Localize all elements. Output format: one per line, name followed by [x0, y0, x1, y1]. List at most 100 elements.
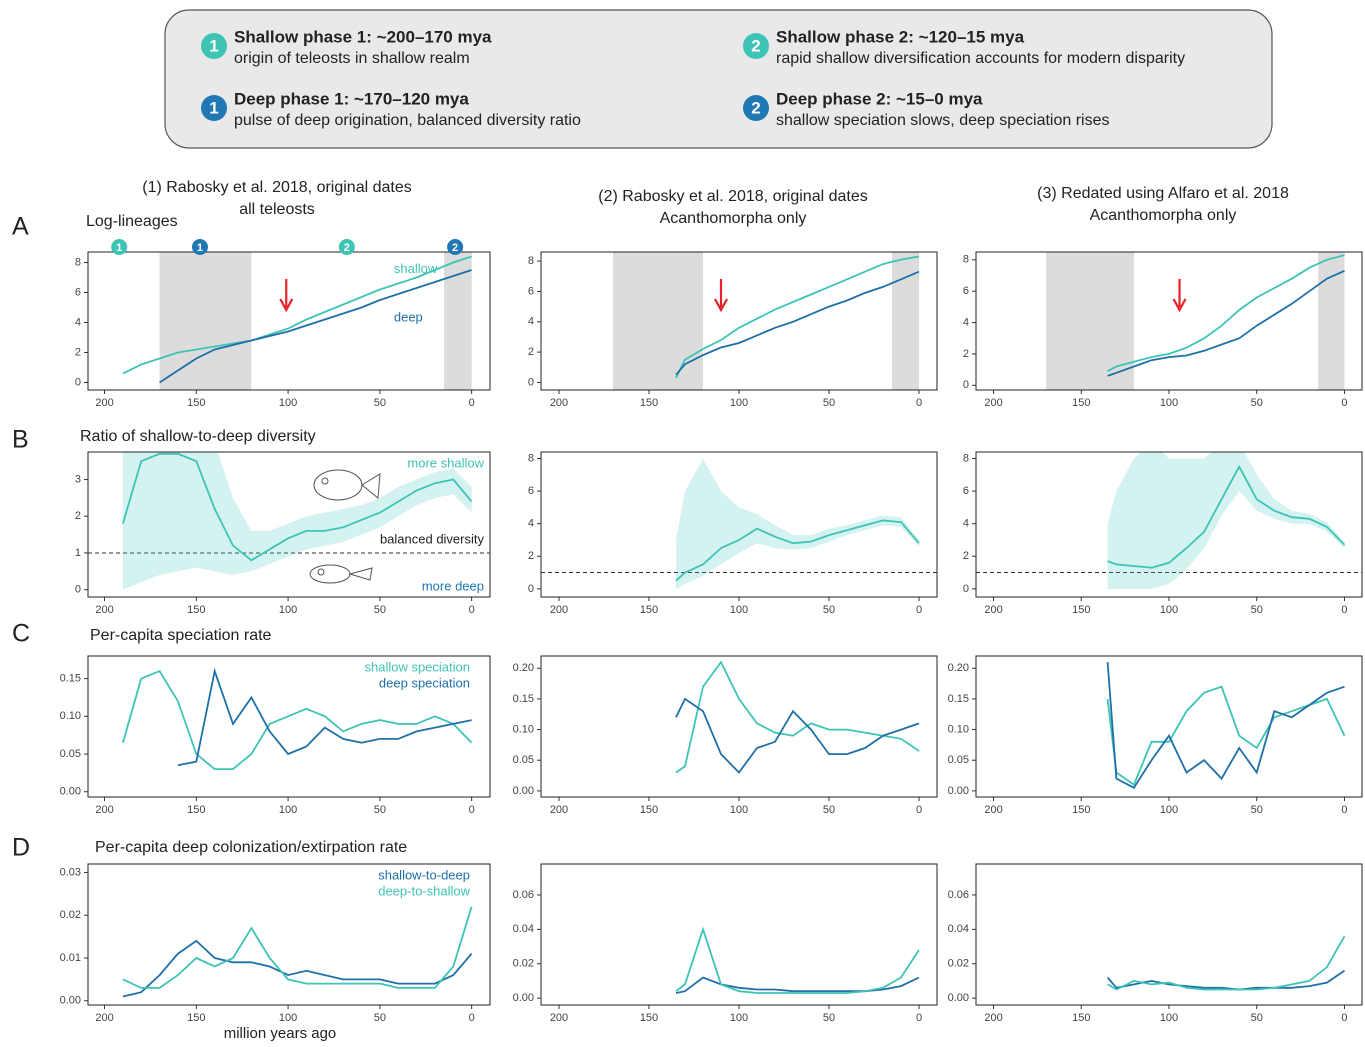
column-title: (3) Redated using Alfaro et al. 2018 — [1037, 185, 1289, 202]
x-tick-label: 0 — [469, 397, 475, 409]
y-tick-label: 0.03 — [60, 866, 81, 878]
x-tick-label: 150 — [1072, 804, 1090, 816]
x-tick-label: 50 — [1251, 604, 1263, 616]
series-line — [676, 662, 919, 772]
y-tick-label: 0.20 — [513, 662, 534, 674]
x-tick-label: 0 — [1341, 604, 1347, 616]
x-tick-label: 0 — [1341, 804, 1347, 816]
x-tick-label: 50 — [823, 397, 835, 409]
x-tick-label: 100 — [1160, 804, 1178, 816]
row-subtitle: Per-capita speciation rate — [90, 627, 272, 644]
legend-entry: shallow — [394, 261, 438, 276]
y-tick-label: 0 — [528, 583, 534, 595]
y-tick-label: 4 — [963, 316, 969, 328]
x-tick-label: 50 — [1251, 1012, 1263, 1024]
column-title: Acanthomorpha only — [660, 210, 807, 227]
y-tick-label: 0.15 — [513, 693, 534, 705]
y-tick-label: 2 — [75, 510, 81, 522]
phase-badge-number: 2 — [751, 36, 760, 55]
x-tick-label: 100 — [279, 397, 297, 409]
series-line — [1108, 971, 1345, 990]
x-tick-label: 50 — [374, 397, 386, 409]
x-tick-label: 0 — [916, 397, 922, 409]
y-tick-label: 6 — [528, 485, 534, 497]
series-line — [123, 907, 472, 988]
series-line — [676, 929, 919, 993]
y-tick-label: 2 — [528, 346, 534, 358]
y-tick-label: 0.00 — [513, 992, 534, 1004]
panel: 0.000.020.040.06200150100500 — [948, 864, 1362, 1024]
y-tick-label: 0.00 — [948, 992, 969, 1004]
y-tick-label: 8 — [528, 255, 534, 267]
phase-text: rapid shallow diversification accounts f… — [776, 50, 1185, 67]
y-tick-label: 0.05 — [60, 748, 81, 760]
x-tick-label: 200 — [95, 804, 113, 816]
x-tick-label: 150 — [1072, 397, 1090, 409]
series-line — [676, 699, 919, 773]
row-label: C — [12, 620, 30, 648]
column-title: Acanthomorpha only — [1090, 207, 1237, 224]
y-tick-label: 8 — [963, 452, 969, 464]
annotation: balanced diversity — [380, 531, 485, 546]
phase-title: Deep phase 2: ~15–0 mya — [776, 89, 983, 108]
legend-entry: deep speciation — [379, 675, 470, 690]
row-subtitle: Ratio of shallow-to-deep diversity — [80, 428, 316, 445]
series-line — [676, 257, 919, 378]
row-label: A — [12, 213, 29, 241]
x-tick-label: 50 — [823, 1012, 835, 1024]
y-tick-label: 0 — [528, 376, 534, 388]
row-label: D — [12, 834, 30, 862]
column-title: (2) Rabosky et al. 2018, original dates — [598, 188, 867, 205]
x-tick-label: 50 — [823, 604, 835, 616]
phase-badge-number: 1 — [209, 98, 218, 117]
x-tick-label: 200 — [984, 804, 1002, 816]
row-subtitle: Log-lineages — [86, 213, 178, 230]
series-line — [1108, 662, 1345, 788]
legend-entry: deep-to-shallow — [378, 883, 470, 898]
shaded-period — [1046, 252, 1134, 390]
x-tick-label: 0 — [1341, 1012, 1347, 1024]
plot-frame — [541, 656, 937, 797]
x-tick-label: 0 — [916, 1012, 922, 1024]
y-tick-label: 0.00 — [60, 786, 81, 798]
highlight-arrow — [1174, 279, 1186, 310]
x-tick-label: 50 — [374, 1012, 386, 1024]
column-title: (1) Rabosky et al. 2018, original dates — [142, 179, 411, 196]
x-tick-label: 0 — [469, 1012, 475, 1024]
y-tick-label: 0 — [75, 376, 81, 388]
x-tick-label: 150 — [187, 604, 205, 616]
y-tick-label: 8 — [528, 452, 534, 464]
plot-frame — [976, 656, 1362, 797]
x-tick-label: 200 — [984, 397, 1002, 409]
x-tick-label: 0 — [469, 604, 475, 616]
x-axis-label: million years ago — [224, 1025, 337, 1042]
phase-title: Deep phase 1: ~170–120 mya — [234, 89, 469, 108]
series-line — [1108, 936, 1345, 989]
y-tick-label: 4 — [963, 518, 969, 530]
y-tick-label: 6 — [963, 285, 969, 297]
phase-text: shallow speciation slows, deep speciatio… — [776, 112, 1110, 129]
x-tick-label: 100 — [279, 1012, 297, 1024]
annotation: more deep — [422, 578, 484, 593]
y-tick-label: 4 — [528, 518, 534, 530]
x-tick-label: 50 — [823, 804, 835, 816]
annotation: more shallow — [407, 455, 484, 470]
x-tick-label: 200 — [95, 1012, 113, 1024]
y-tick-label: 0.04 — [513, 923, 534, 935]
phase-marker-label: 2 — [452, 242, 458, 254]
x-tick-label: 150 — [187, 1012, 205, 1024]
y-tick-label: 8 — [963, 254, 969, 266]
x-tick-label: 200 — [984, 1012, 1002, 1024]
y-tick-label: 6 — [963, 485, 969, 497]
x-tick-label: 100 — [730, 804, 748, 816]
series-line — [676, 272, 919, 375]
x-tick-label: 150 — [640, 804, 658, 816]
series-line — [1108, 255, 1345, 371]
shaded-period — [444, 252, 472, 390]
x-tick-label: 0 — [469, 804, 475, 816]
